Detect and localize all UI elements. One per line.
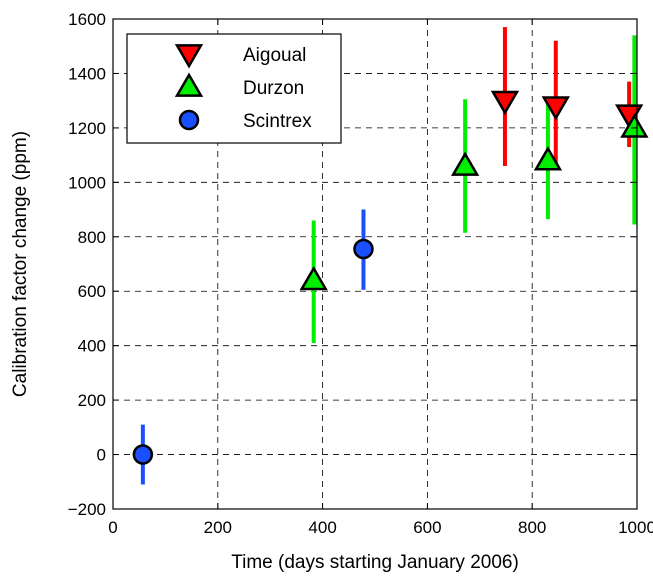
data-point-scintrex <box>353 238 374 260</box>
legend-marker-scintrex <box>178 109 200 131</box>
plot-frame <box>112 18 638 510</box>
data-point-scintrex <box>132 444 154 465</box>
y-tick-label: 600 <box>78 282 106 301</box>
x-tick-label: 200 <box>204 518 232 537</box>
x-tick-label: 400 <box>308 518 336 537</box>
y-tick-label: 1000 <box>68 173 106 192</box>
y-axis-label: Calibration factor change (ppm) <box>10 131 31 397</box>
data-markers <box>132 90 649 465</box>
legend-box <box>126 33 342 144</box>
x-tick-label: 600 <box>413 518 441 537</box>
x-tick-label: 1000 <box>618 518 653 537</box>
data-point-durzon <box>450 151 480 176</box>
x-axis-label: Time (days starting January 2006) <box>231 552 519 573</box>
legend-label-aigoual: Aigoual <box>243 45 306 66</box>
y-tick-label: 200 <box>78 391 106 410</box>
y-tick-label: 800 <box>78 228 106 247</box>
y-tick-label: −200 <box>68 500 106 519</box>
y-tick-label: 1200 <box>68 119 106 138</box>
data-point-durzon <box>299 265 328 291</box>
legend-label-durzon: Durzon <box>243 78 304 99</box>
x-tick-label: 0 <box>108 518 117 537</box>
legend-label-scintrex: Scintrex <box>243 111 312 132</box>
x-tick-label: 800 <box>518 518 546 537</box>
y-tick-label: 1600 <box>68 10 106 29</box>
legend: Aigoual Durzon Scintrex <box>126 33 342 144</box>
legend-marker-aigoual <box>174 44 204 69</box>
data-point-durzon <box>620 113 649 138</box>
data-point-aigoual <box>490 90 520 116</box>
axis-ticks: 0 200 400 600 800 1000−2000200400600800100012… <box>68 10 653 537</box>
y-tick-label: 0 <box>97 446 106 465</box>
y-tick-label: 400 <box>78 337 106 356</box>
data-point-aigoual <box>541 96 570 121</box>
data-point-durzon <box>533 146 563 171</box>
legend-marker-durzon <box>174 72 204 97</box>
y-tick-label: 1400 <box>68 64 106 83</box>
